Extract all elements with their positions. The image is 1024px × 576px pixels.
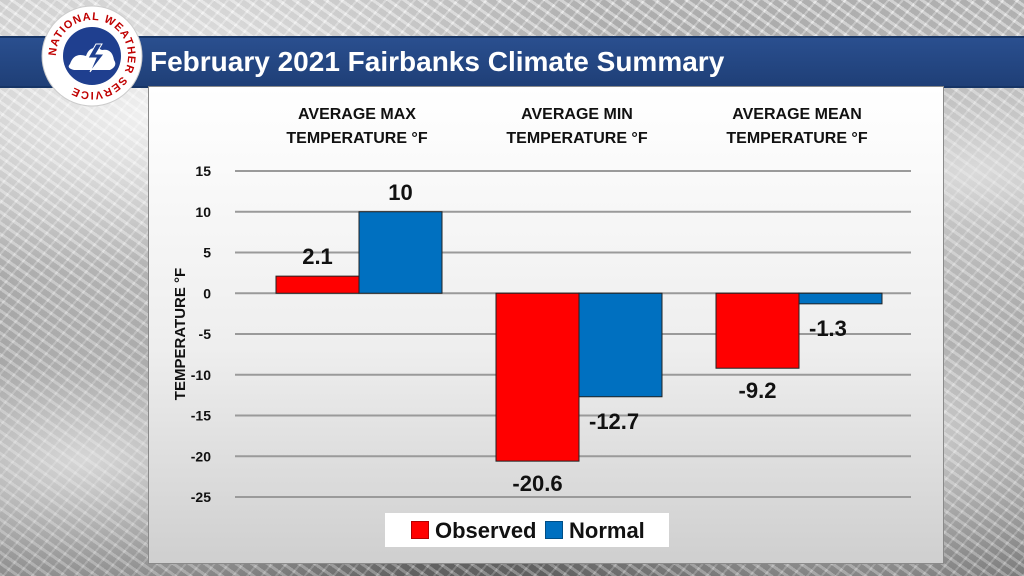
legend-item-normal: Normal (545, 518, 645, 544)
data-label-observed: -9.2 (739, 378, 777, 403)
category-label: TEMPERATURE °F (506, 130, 647, 147)
y-tick-label: 0 (203, 285, 211, 301)
bar-chart: 15 10 5 0 -5 -10 -15 -20 -25 TEMPERATURE °F 2.1 -20… (172, 106, 911, 505)
y-tick-label: 10 (195, 204, 211, 220)
y-tick-label: 15 (195, 163, 211, 179)
legend-swatch-normal (545, 521, 563, 539)
data-label-normal: 10 (388, 180, 412, 205)
category-label: TEMPERATURE °F (286, 130, 427, 147)
page-title: February 2021 Fairbanks Climate Summary (150, 46, 725, 77)
data-label-observed: 2.1 (302, 244, 333, 269)
y-tick-label: -15 (191, 408, 211, 424)
data-label-normal: -1.3 (809, 316, 847, 341)
legend-swatch-observed (411, 521, 429, 539)
y-tick-label: 5 (203, 245, 211, 261)
title-bar: February 2021 Fairbanks Climate Summary (0, 36, 1024, 88)
bar-normal (358, 211, 443, 294)
data-label-observed: -20.6 (512, 471, 562, 496)
y-tick-label: -10 (191, 367, 211, 383)
category-label: TEMPERATURE °F (726, 130, 867, 147)
legend: Observed Normal (385, 513, 669, 547)
legend-item-observed: Observed (411, 518, 537, 544)
y-tick-label: -20 (191, 448, 211, 464)
y-axis-label: TEMPERATURE °F (172, 268, 189, 400)
legend-label-normal: Normal (569, 518, 645, 543)
category-label: AVERAGE MAX (298, 106, 416, 123)
y-tick-label: -25 (191, 489, 211, 505)
y-tick-label: -5 (199, 326, 212, 342)
nws-logo: NATIONAL WEATHER SERVICE (40, 4, 144, 108)
category-label: AVERAGE MEAN (732, 106, 862, 123)
bar-observed (715, 292, 800, 369)
bar-observed (275, 275, 360, 294)
data-label-normal: -12.7 (589, 409, 639, 434)
legend-label-observed: Observed (435, 518, 537, 543)
bar-observed (495, 292, 580, 462)
bar-normal (578, 292, 663, 398)
category-label: AVERAGE MIN (521, 106, 633, 123)
bar-normal (798, 292, 883, 305)
chart-panel: 15 10 5 0 -5 -10 -15 -20 -25 TEMPERATURE °F 2.1 -20… (148, 86, 944, 564)
